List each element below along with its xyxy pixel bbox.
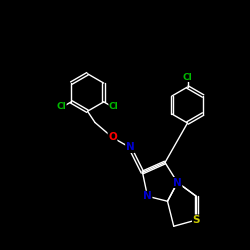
Text: Cl: Cl — [56, 102, 66, 112]
Text: N: N — [173, 178, 182, 188]
Text: O: O — [108, 132, 117, 142]
Text: Cl: Cl — [182, 72, 192, 82]
Text: N: N — [126, 142, 134, 152]
Text: N: N — [143, 191, 152, 201]
Text: S: S — [192, 215, 200, 225]
Text: Cl: Cl — [109, 102, 118, 112]
